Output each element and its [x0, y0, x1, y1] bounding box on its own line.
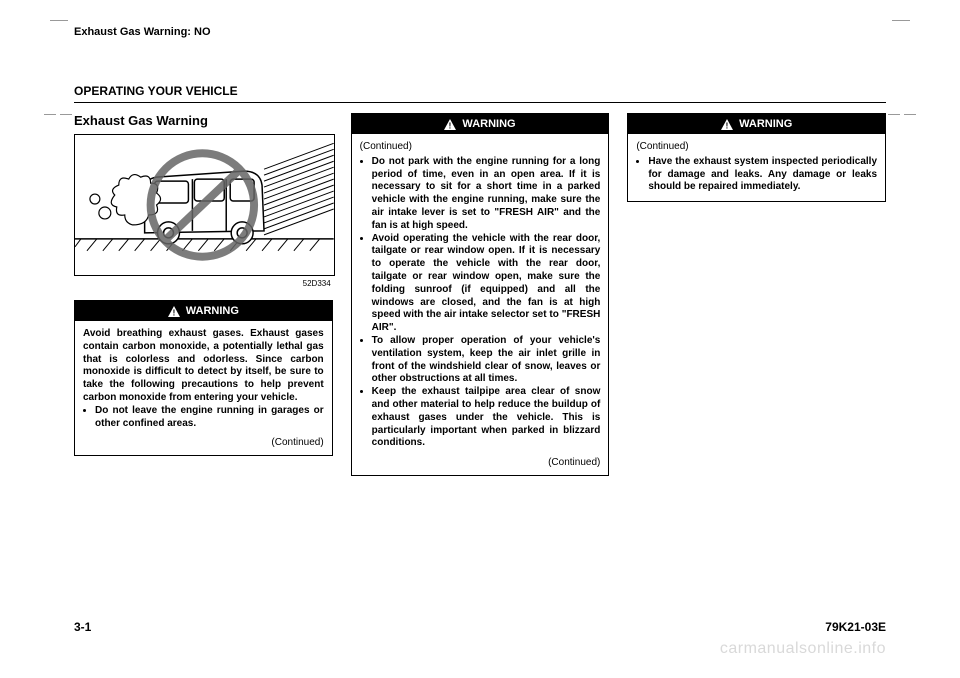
warning-box-3: ! WARNING (Continued) Have the exhaust s… — [627, 113, 886, 202]
warn2-bullet-1: Do not park with the engine running for … — [372, 156, 601, 231]
continued-1: (Continued) — [75, 437, 332, 455]
warn1-bullet-1: Do not leave the engine running in garag… — [95, 405, 324, 429]
crop-mark — [44, 114, 56, 115]
warning-box-1: ! WARNING Avoid breathing exhaust gases.… — [74, 300, 333, 456]
warn1-text: Avoid breathing exhaust gases. Exhaust g… — [83, 328, 324, 403]
warn2-bullet-2: Avoid operating the vehicle with the rea… — [372, 233, 601, 334]
warning-box-2: ! WARNING (Continued) Do not park with t… — [351, 113, 610, 476]
column-2: ! WARNING (Continued) Do not park with t… — [351, 113, 610, 476]
crop-mark — [60, 114, 72, 115]
warn2-bullet-4: Keep the exhaust tailpipe area clear of … — [372, 386, 601, 448]
crop-mark — [892, 20, 910, 21]
figure-id: 52D334 — [74, 279, 331, 288]
page-number: 3-1 — [74, 620, 91, 634]
content-columns: Exhaust Gas Warning — [74, 113, 886, 476]
warning-icon: ! — [444, 119, 456, 130]
exhaust-illustration — [74, 134, 335, 276]
continued-top-2: (Continued) — [360, 141, 601, 156]
warning-body-2: (Continued) Do not park with the engine … — [352, 134, 609, 457]
crop-mark — [888, 114, 900, 115]
warning-icon: ! — [721, 119, 733, 130]
crop-mark — [904, 114, 916, 115]
exhaust-svg — [75, 135, 334, 275]
svg-text:!: ! — [172, 308, 175, 317]
section-title: OPERATING YOUR VEHICLE — [74, 84, 886, 103]
warning-body-3: (Continued) Have the exhaust system insp… — [628, 134, 885, 201]
page: Exhaust Gas Warning: NO OPERATING YOUR V… — [0, 0, 960, 678]
warning-header-3: ! WARNING — [628, 114, 885, 134]
warn2-bullet-3: To allow proper operation of your vehicl… — [372, 335, 601, 384]
watermark: carmanualsonline.info — [720, 640, 886, 658]
warning-icon: ! — [168, 306, 180, 317]
column-1: Exhaust Gas Warning — [74, 113, 333, 456]
warning-label: WARNING — [462, 117, 515, 131]
continued-2: (Continued) — [352, 457, 609, 475]
svg-text:!: ! — [726, 121, 729, 130]
exhaust-heading: Exhaust Gas Warning — [74, 113, 333, 128]
continued-top-3: (Continued) — [636, 141, 877, 156]
warning-label: WARNING — [739, 117, 792, 131]
warning-body-1: Avoid breathing exhaust gases. Exhaust g… — [75, 321, 332, 437]
warning-label: WARNING — [186, 304, 239, 318]
svg-text:!: ! — [449, 121, 452, 130]
document-id: 79K21-03E — [825, 620, 886, 634]
warn3-bullet-1: Have the exhaust system inspected period… — [648, 156, 877, 193]
header-fragment: Exhaust Gas Warning: NO — [74, 26, 886, 38]
warning-header-1: ! WARNING — [75, 301, 332, 321]
warning-header-2: ! WARNING — [352, 114, 609, 134]
crop-mark — [50, 20, 68, 21]
column-3: ! WARNING (Continued) Have the exhaust s… — [627, 113, 886, 202]
